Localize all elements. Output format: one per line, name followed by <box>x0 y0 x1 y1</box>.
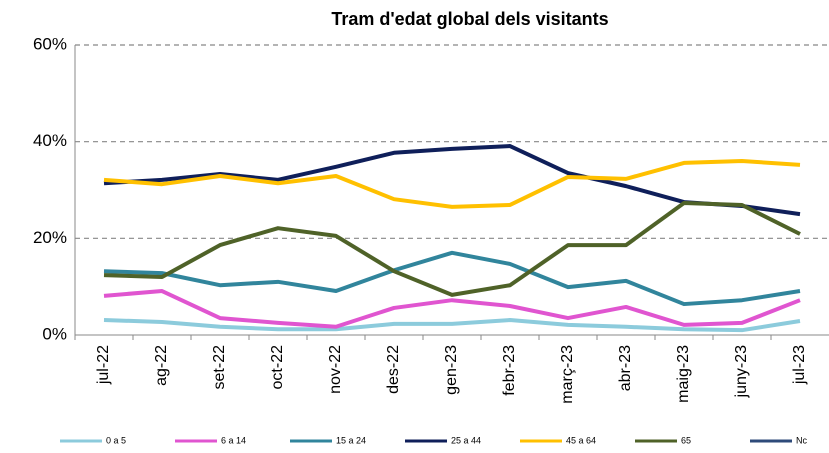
series-line <box>103 318 801 333</box>
x-tick-label: jul-23 <box>791 345 808 385</box>
x-tick-label: des-22 <box>385 345 402 394</box>
x-tick-label: jul-22 <box>95 345 112 385</box>
x-tick-label: ag-22 <box>153 345 170 386</box>
legend-label: Nc <box>796 435 807 445</box>
x-tick-label: gen-23 <box>443 345 460 395</box>
y-tick-label: 60% <box>33 34 67 53</box>
legend-label: 0 a 5 <box>106 435 126 445</box>
x-tick-label: maig-23 <box>675 345 692 403</box>
y-tick-label: 40% <box>33 131 67 150</box>
legend-label: 45 a 64 <box>566 435 596 445</box>
x-tick-label: abr-23 <box>617 345 634 391</box>
series-line <box>103 201 801 297</box>
x-tick-label: nov-22 <box>327 345 344 394</box>
legend-label: 65 <box>681 435 691 445</box>
legend-label: 6 a 14 <box>221 435 246 445</box>
x-tick-label: febr-23 <box>501 345 518 396</box>
legend-label: 15 a 24 <box>336 435 366 445</box>
x-tick-label: març-23 <box>559 345 576 404</box>
series-line <box>103 250 801 307</box>
x-tick-label: juny-23 <box>733 345 750 399</box>
x-tick-label: set-22 <box>211 345 228 390</box>
legend-label: 25 a 44 <box>451 435 481 445</box>
series-line <box>103 159 801 209</box>
y-tick-label: 0% <box>42 324 67 343</box>
y-tick-label: 20% <box>33 228 67 247</box>
chart-title: Tram d'edat global dels visitants <box>331 9 608 29</box>
series-line <box>103 289 801 329</box>
x-tick-label: oct-22 <box>269 345 286 390</box>
